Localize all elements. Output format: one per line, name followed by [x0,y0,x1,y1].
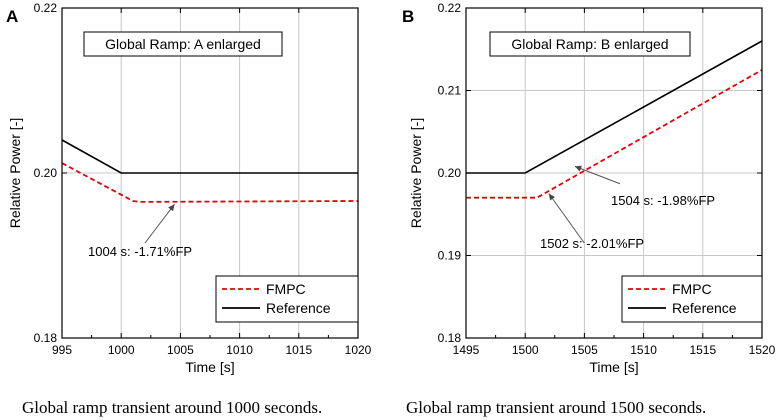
title-box [83,31,283,57]
panel-letter: B [402,7,414,26]
legend-box [621,275,763,323]
y-tick-label: 0.19 [438,249,462,263]
legend-label-reference: Reference [266,300,331,316]
x-tick-label: 1520 [749,343,776,357]
chart-panel-a: 995 1000 1005 1010 1015 1020 0.18 0.20 0.22 Time … [6,1,372,375]
chart-title: Global Ramp: A enlarged [105,36,261,52]
annotation-arrow-head [168,204,175,212]
y-tick-label: 0.20 [438,166,462,180]
caption-b: Global ramp transient around 1500 second… [406,398,707,417]
y-tick-label: 0.20 [34,166,58,180]
x-tick-label: 1495 [453,343,480,357]
x-tick-label: 1020 [345,343,372,357]
y-tick-label: 0.18 [438,331,462,345]
caption-a: Global ramp transient around 1000 second… [22,398,323,417]
y-tick-label: 0.22 [438,1,462,15]
annotation-arrow-line [144,204,175,244]
x-tick-label: 1000 [108,343,135,357]
series-line-reference [466,40,763,174]
x-tick-label: 995 [52,343,72,357]
y-tick-label: 0.18 [34,331,58,345]
annotation-arrow-line [574,165,621,185]
x-tick-label: 1010 [226,343,253,357]
x-tick-label: 1005 [167,343,194,357]
x-tick-label: 1510 [630,343,657,357]
figure: 995 1000 1005 1010 1015 1020 0.18 0.20 0.22 Time … [6,1,776,375]
chart-panel-b: 1495 1500 1505 1510 1515 1520 0.18 0.19 0.20 0.21… [402,1,776,375]
legend-label-reference: Reference [672,300,737,316]
legend-label-fmpc: FMPC [266,281,306,297]
chart-title: Global Ramp: B enlarged [511,36,668,52]
legend-box [215,275,359,323]
annotation-label: 1504 s: -1.98%FP [611,193,715,208]
annotation-arrow-head [548,193,555,201]
y-axis-label: Relative Power [-] [7,118,23,228]
y-axis-label: Relative Power [-] [408,118,424,228]
title-box [489,31,691,57]
panel-letter: A [6,7,18,26]
annotation-arrow-line [548,193,585,244]
x-tick-label: 1015 [285,343,312,357]
x-tick-label: 1515 [689,343,716,357]
y-tick-label: 0.22 [34,1,58,15]
annotation-arrow-head [574,165,582,172]
x-tick-label: 1505 [571,343,598,357]
x-axis-label: Time [s] [185,359,234,375]
legend-label-fmpc: FMPC [672,281,712,297]
y-tick-label: 0.21 [438,84,462,98]
annotation-label: 1502 s: -2.01%FP [540,236,644,251]
x-axis-label: Time [s] [589,359,638,375]
series-line-fmpc [466,69,763,199]
annotation-label: 1004 s: -1.71%FP [88,244,192,259]
series-line-reference [61,139,358,174]
x-tick-label: 1500 [512,343,539,357]
series-line-fmpc [61,162,359,203]
